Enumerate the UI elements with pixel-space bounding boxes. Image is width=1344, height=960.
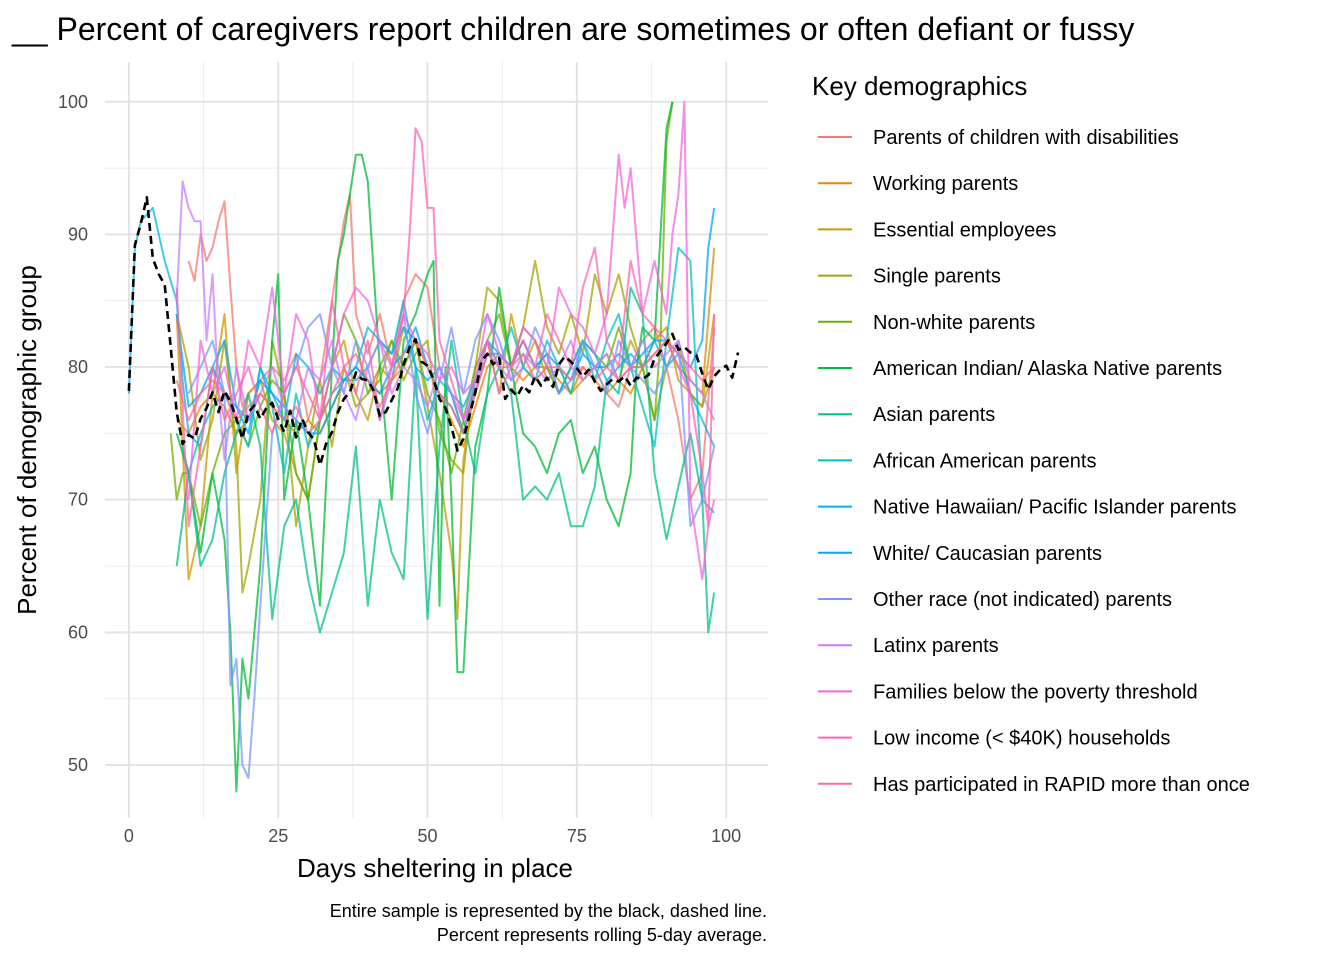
legend-label: White/ Caucasian parents <box>873 543 1102 565</box>
legend-label: Non-white parents <box>873 312 1035 334</box>
legend-label: Families below the poverty threshold <box>873 681 1198 703</box>
series-lines <box>127 100 740 793</box>
x-tick-label: 75 <box>567 826 587 846</box>
y-axis-title: Percent of demographic group <box>12 265 42 615</box>
legend-label: Asian parents <box>873 404 995 426</box>
legend-label: American Indian/ Alaska Native parents <box>873 358 1222 380</box>
series-line-entire-sample <box>127 196 740 467</box>
legend-label: Single parents <box>873 266 1001 288</box>
y-tick-label: 80 <box>68 357 88 377</box>
y-tick-label: 100 <box>58 92 88 112</box>
series-line-13 <box>175 127 716 528</box>
caption-line-1: Entire sample is represented by the blac… <box>330 901 767 921</box>
x-axis-title: Days sheltering in place <box>297 853 573 883</box>
series-line-5 <box>175 101 674 793</box>
x-tick-label: 0 <box>124 826 134 846</box>
chart-title: __ Percent of caregivers report children… <box>11 11 1134 47</box>
y-tick-label: 90 <box>68 224 88 244</box>
series-line-6 <box>175 286 716 634</box>
legend-title: Key demographics <box>812 71 1027 101</box>
series-line-14 <box>175 339 715 435</box>
x-tick-label: 100 <box>711 826 741 846</box>
series-line-12 <box>187 100 716 581</box>
y-tick-label: 60 <box>68 622 88 642</box>
legend-label: Has participated in RAPID more than once <box>873 774 1250 796</box>
y-tick-label: 50 <box>68 755 88 775</box>
legend-label: Latinx parents <box>873 635 999 657</box>
x-tick-label: 50 <box>418 826 438 846</box>
legend-label: Essential employees <box>873 219 1056 241</box>
legend-label: Other race (not indicated) parents <box>873 589 1172 611</box>
legend: Parents of children with disabilities Wor… <box>818 127 1250 796</box>
legend-label: Low income (< $40K) households <box>873 728 1170 750</box>
legend-label: African American parents <box>873 450 1096 472</box>
legend-label: Native Hawaiian/ Pacific Islander parent… <box>873 497 1237 519</box>
x-tick-label: 25 <box>268 826 288 846</box>
y-tick-label: 70 <box>68 490 88 510</box>
caption-line-2: Percent represents rolling 5-day average… <box>437 925 767 945</box>
series-line-11 <box>175 180 716 461</box>
legend-label: Working parents <box>873 173 1018 195</box>
axis-ticks: 0 25 50 75 100 50 60 70 80 90 100 <box>58 92 741 846</box>
legend-label: Parents of children with disabilities <box>873 127 1179 149</box>
